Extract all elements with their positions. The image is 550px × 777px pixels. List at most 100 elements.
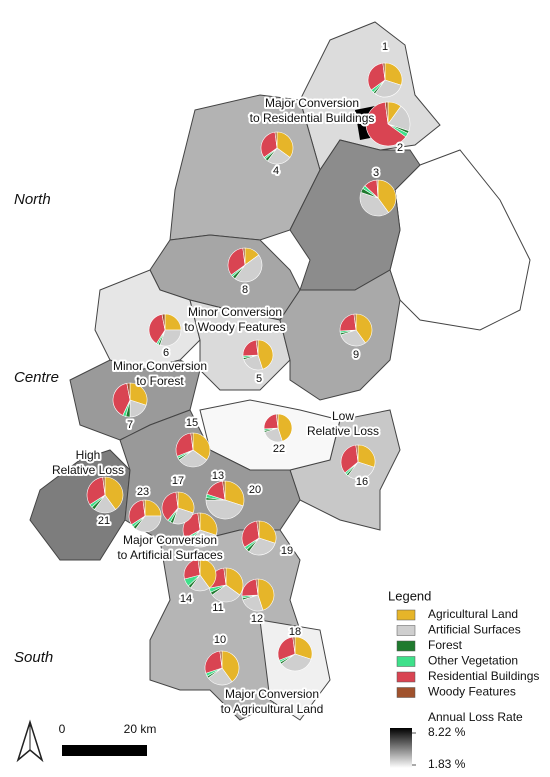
annotation: Major Conversion: [123, 533, 217, 547]
legend-swatch: [396, 640, 416, 652]
legend-swatch: [396, 609, 416, 621]
pie-label: 23: [137, 486, 149, 498]
pie-slice: [377, 179, 397, 213]
legend-label: Woody Features: [428, 685, 516, 699]
pie-slice: [192, 432, 211, 461]
region: [94, 269, 201, 371]
pie-slice: [221, 650, 240, 683]
pie-slice: [280, 653, 312, 672]
annotation: to Woody Features: [184, 320, 285, 334]
pie-slice: [365, 101, 407, 147]
annotation: to Agricultural Land: [221, 702, 324, 716]
pie-slice: [161, 313, 166, 331]
legend-title: Legend: [388, 588, 431, 603]
pie-slice: [104, 476, 124, 510]
pie-slice: [242, 247, 246, 266]
pie-slice: [219, 650, 223, 669]
pie-slice: [175, 432, 194, 457]
pie-label: 5: [256, 373, 262, 385]
pie-label: 8: [242, 284, 248, 296]
pie-label: 18: [289, 626, 301, 638]
pie-slice: [199, 558, 217, 589]
pie-slice: [175, 491, 179, 509]
pie-label: 15: [186, 417, 198, 429]
pie-slice: [197, 512, 201, 531]
annotation: to Artificial Surfaces: [117, 548, 222, 562]
pie-slice: [190, 432, 194, 451]
legend-label: Residential Buildings: [428, 669, 539, 683]
loss-rate-label: 8.22 %: [428, 725, 466, 739]
region: [169, 94, 321, 241]
pies: [86, 62, 411, 686]
scale-end: 20 km: [124, 722, 157, 736]
pie-slice: [256, 520, 260, 539]
pie-slice: [241, 520, 260, 548]
pie-slice: [129, 382, 148, 406]
pie-label: 11: [212, 602, 223, 614]
pie-slice: [292, 636, 296, 655]
pie-slice: [359, 192, 389, 217]
pie-slice: [376, 179, 379, 199]
pie-label: 9: [353, 349, 359, 361]
pie-label: 3: [373, 167, 379, 179]
pie-slice: [159, 329, 182, 347]
annotation: Relative Loss: [307, 424, 379, 438]
legend-swatch: [396, 671, 416, 683]
pie-label: 14: [180, 593, 192, 605]
pie-slice: [102, 476, 106, 496]
legend-label: Other Vegetation: [428, 654, 518, 668]
pie-slice: [86, 476, 106, 506]
pie-label: 20: [249, 484, 261, 496]
pie-slice: [382, 62, 386, 81]
pie-slice: [374, 79, 402, 98]
region: [279, 269, 401, 401]
pie-slice: [384, 101, 389, 125]
pie-label: 17: [172, 475, 184, 487]
pie-slice: [294, 636, 313, 660]
pie-slice: [126, 382, 131, 401]
pie-label: 22: [273, 443, 285, 455]
pie-slice: [277, 636, 296, 661]
pie-slice: [112, 382, 131, 416]
pie-slice: [384, 62, 403, 86]
pie-slice: [258, 520, 277, 544]
pie-slice: [178, 449, 208, 468]
pie-slice: [248, 537, 276, 556]
annotation: to Forest: [136, 374, 184, 388]
pie-slice: [340, 444, 359, 474]
pie-slice: [355, 444, 359, 463]
zone-label: South: [14, 649, 53, 666]
pie-label: 19: [281, 545, 293, 557]
pie-slice: [224, 480, 245, 507]
pie-slice: [199, 512, 218, 536]
pie-slice: [211, 584, 241, 603]
north-arrow: [16, 719, 44, 763]
legend-label: Forest: [428, 638, 463, 652]
pie-slice: [161, 491, 179, 521]
zone-label: Centre: [14, 369, 59, 386]
pie-label: 6: [163, 347, 169, 359]
pie-label: 13: [212, 470, 224, 482]
scale-start: 0: [59, 722, 66, 736]
pie-label: 16: [356, 476, 368, 488]
loss-rate-label: 1.83 %: [428, 757, 466, 771]
scale-bar: [62, 745, 147, 756]
pie-label: 2: [397, 142, 403, 154]
loss-rate-title: Annual Loss Rate: [428, 710, 523, 724]
annotation: Low: [332, 409, 354, 423]
legend-label: Agricultural Land: [428, 607, 518, 621]
legend-label: Artificial Surfaces: [428, 623, 521, 637]
pie-slice: [277, 413, 293, 442]
pie-label: 12: [251, 613, 263, 625]
pie-slice: [234, 254, 263, 283]
outside-region: [389, 149, 531, 331]
pie-slice: [257, 339, 274, 370]
pie-slice: [255, 339, 259, 356]
pie-slice: [204, 650, 223, 674]
pie-slice: [205, 499, 244, 520]
pie-slice: [128, 499, 146, 525]
pie-slice: [222, 480, 226, 501]
pie-slice: [275, 413, 279, 429]
